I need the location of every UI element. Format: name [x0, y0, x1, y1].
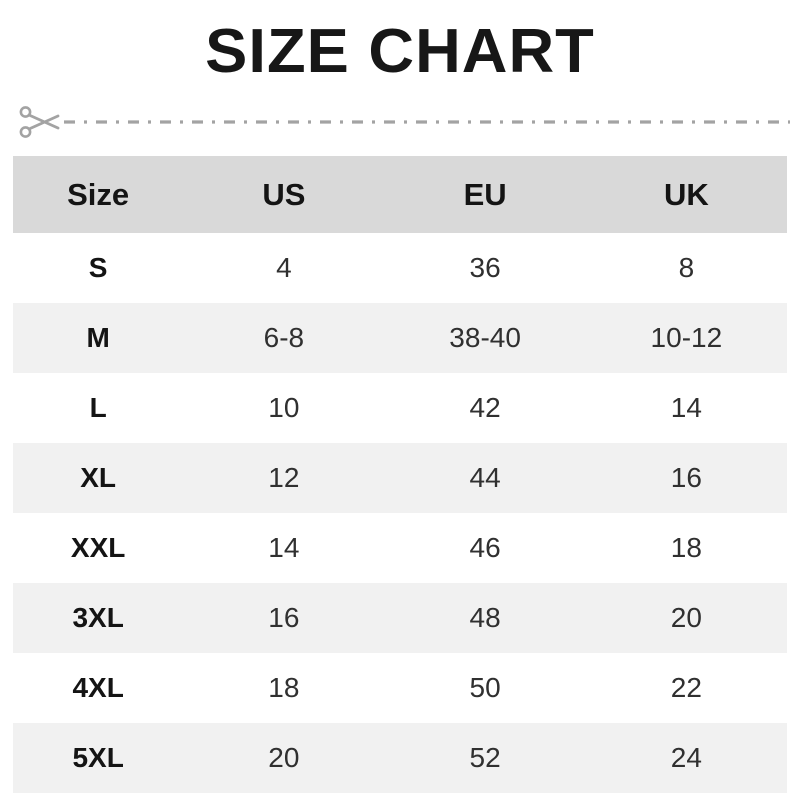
- size-chart-table: Size US EU UK S 4 36 8 M 6-8 38-40 10-12 L 10 42 14…: [13, 156, 787, 794]
- size-value-cell: 14: [670, 392, 702, 424]
- table-row: L 10 42 14: [13, 373, 787, 444]
- size-value-cell: 20: [268, 742, 300, 774]
- size-value-cell: 10: [268, 392, 300, 424]
- table-header: Size US EU UK: [13, 156, 787, 234]
- page-title: SIZE CHART: [205, 17, 595, 86]
- size-label-cell: M: [86, 322, 110, 354]
- size-label-cell: L: [89, 392, 107, 424]
- size-label-cell: 4XL: [72, 672, 124, 704]
- size-value-cell: 50: [469, 672, 501, 704]
- size-value-cell: 44: [469, 462, 501, 494]
- size-chart-body: S 4 36 8 M 6-8 38-40 10-12 L 10 42 14 XL 12 44 16 XXL 14 4…: [13, 233, 787, 794]
- table-row: XXL 14 46 18: [13, 513, 787, 584]
- size-value-cell: 12: [268, 462, 300, 494]
- size-value-cell: 24: [670, 742, 702, 774]
- table-row: 3XL 16 48 20: [13, 583, 787, 654]
- cut-dash-line: [64, 120, 790, 124]
- size-value-cell: 18: [670, 532, 702, 564]
- table-row: M 6-8 38-40 10-12: [13, 303, 787, 374]
- column-header-size: Size: [67, 176, 130, 212]
- column-header-us: US: [262, 176, 306, 212]
- header-row: Size US EU UK: [13, 156, 787, 234]
- size-value-cell: 22: [670, 672, 702, 704]
- cut-line: [18, 100, 790, 144]
- size-value-cell: 42: [469, 392, 501, 424]
- size-value-cell: 8: [678, 252, 695, 284]
- size-value-cell: 6-8: [263, 322, 305, 354]
- table-row: XL 12 44 16: [13, 443, 787, 514]
- size-label-cell: 3XL: [72, 602, 124, 634]
- scissors-icon: [19, 106, 60, 139]
- size-value-cell: 10-12: [650, 322, 723, 354]
- column-header-eu: EU: [463, 176, 507, 212]
- size-value-cell: 4: [276, 252, 292, 284]
- size-value-cell: 20: [670, 602, 702, 634]
- size-value-cell: 14: [268, 532, 300, 564]
- size-label-cell: S: [88, 252, 108, 284]
- size-value-cell: 18: [268, 672, 300, 704]
- size-value-cell: 46: [469, 532, 501, 564]
- size-label-cell: 5XL: [72, 742, 124, 774]
- size-value-cell: 48: [469, 602, 501, 634]
- size-value-cell: 38-40: [449, 322, 521, 354]
- size-label-cell: XXL: [70, 532, 126, 564]
- size-value-cell: 36: [469, 252, 501, 284]
- table-row: 5XL 20 52 24: [13, 723, 787, 794]
- table-row: 4XL 18 50 22: [13, 653, 787, 724]
- size-label-cell: XL: [80, 462, 117, 494]
- table-row: S 4 36 8: [13, 233, 787, 304]
- size-value-cell: 52: [469, 742, 501, 774]
- size-value-cell: 16: [670, 462, 702, 494]
- size-value-cell: 16: [268, 602, 300, 634]
- column-header-uk: UK: [663, 176, 709, 212]
